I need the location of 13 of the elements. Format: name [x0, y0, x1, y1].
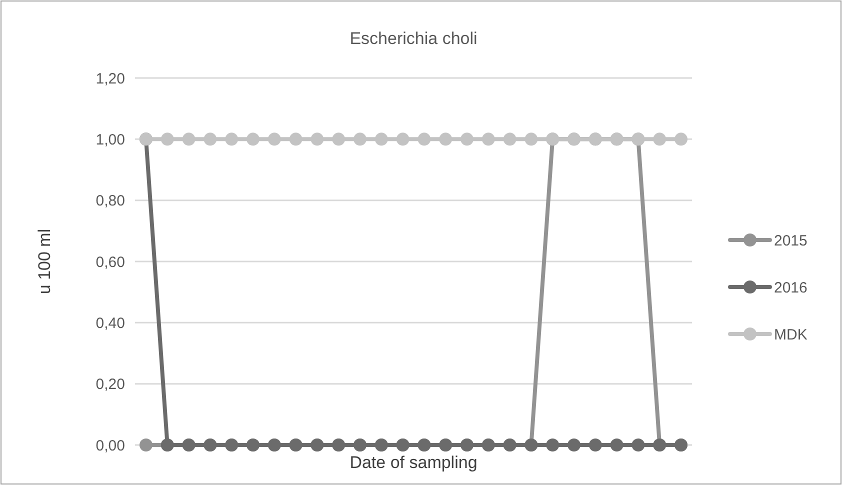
legend-label: MDK — [774, 326, 808, 344]
y-tick-label: 1,20 — [96, 70, 125, 88]
y-tick-label: 1,00 — [96, 131, 125, 148]
y-tick-label: 0,20 — [96, 376, 125, 394]
legend-label: 2015 — [774, 232, 808, 250]
y-axis-title: u 100 ml — [35, 228, 54, 294]
y-tick-label: 0,00 — [96, 437, 125, 454]
chart-title: Escherichia choli — [350, 29, 478, 48]
y-tick-label: 0,40 — [96, 314, 125, 332]
y-tick-label: 0,80 — [96, 192, 125, 210]
x-axis-title: Date of sampling — [350, 453, 478, 472]
legend-label: 2016 — [774, 279, 808, 296]
y-tick-label: 0,60 — [96, 254, 125, 271]
